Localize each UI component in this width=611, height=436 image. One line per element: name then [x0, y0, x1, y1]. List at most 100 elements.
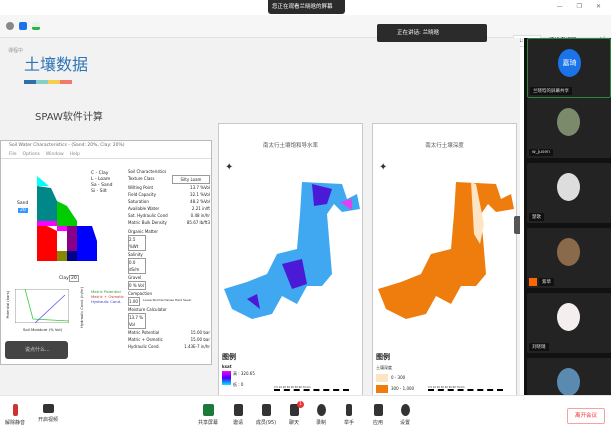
participant-name: 楚歌 — [529, 213, 544, 221]
info-icon[interactable] — [6, 22, 14, 30]
legend-title: 图例 — [222, 353, 236, 361]
apps-icon — [373, 404, 383, 416]
scale-bar: 0 5 10 20 30 40 50 60 70 km — [274, 386, 349, 391]
avatar — [557, 368, 580, 396]
participants-icon — [261, 404, 271, 416]
leave-meeting-button[interactable]: 离开会议 — [567, 408, 605, 424]
scale-bar: 0 5 10 20 30 40 50 60 70 km — [428, 386, 503, 391]
viewing-tip[interactable]: 您正在观看兰晓晗的屏幕 — [268, 0, 345, 14]
compaction-input[interactable]: 1.00 — [128, 297, 140, 306]
bottom-toolbar: 解除静音 开启视频 共享屏幕 邀请 成员(95) 聊天 1 录制 举手 应用 设… — [0, 395, 611, 436]
ksat-region — [224, 182, 360, 319]
participants-button[interactable]: 成员(95) — [251, 404, 281, 426]
organic-matter-input[interactable]: 2.5 %Wt — [128, 235, 146, 251]
menu-file[interactable]: File — [9, 152, 17, 157]
participant-name: 兰晓晗的屏幕共享 — [530, 87, 572, 95]
triangle-legend: C - Clay L - Loam Sa - Sand Si - Silt — [91, 171, 113, 194]
moisture-graph — [15, 289, 69, 323]
map-title: 南太行土壤深度 — [425, 143, 464, 149]
share-screen-icon — [202, 404, 214, 416]
signal-icon[interactable] — [32, 22, 40, 30]
graph-y2label: Hydraulic Cond. (in/hr) — [80, 287, 84, 328]
spaw-title: Soil Water Characteristics - (Sand: 20%,… — [9, 143, 125, 148]
class-swatch — [376, 385, 388, 393]
record-button[interactable]: 录制 — [306, 404, 336, 426]
avatar — [557, 173, 580, 201]
mic-off-icon — [12, 404, 18, 416]
north-arrow-icon: ✦ — [225, 162, 234, 173]
participant-name: 紫草 — [539, 278, 554, 286]
legend-low: 低 : 0 — [233, 382, 244, 387]
chat-button[interactable]: 聊天 — [279, 404, 309, 426]
menu-window[interactable]: Window — [45, 152, 64, 157]
graph-ylabel: Potential (bars) — [6, 291, 10, 319]
ksat-gradient — [222, 371, 231, 385]
color-bars — [24, 80, 72, 84]
apps-button[interactable]: 应用 — [363, 404, 393, 426]
depth-region — [378, 182, 514, 319]
salinity-input[interactable]: 0.0 dS/m — [128, 258, 146, 274]
participant-name: 刘晓璐 — [529, 343, 549, 351]
legend-high: 高 : 320.65 — [233, 371, 255, 376]
menu-help[interactable]: Help — [69, 152, 80, 157]
participant-name: w_jusen — [529, 149, 553, 156]
shield-icon[interactable] — [19, 22, 27, 30]
avatar: 嘉琦 — [558, 49, 581, 77]
class-label: 0 - 300 — [391, 375, 406, 380]
menu-options[interactable]: Options — [22, 152, 40, 157]
avatar — [557, 108, 580, 136]
participant-tile[interactable]: 刘晓璐 — [527, 293, 611, 353]
soil-characteristics: Soil Characteristics Texture Class Silty … — [128, 169, 210, 349]
chat-input[interactable]: 说点什么... — [5, 341, 68, 359]
collapse-panel-handle[interactable] — [514, 216, 520, 234]
spaw-menu: File Options Window Help — [1, 151, 211, 159]
texture-triangle[interactable] — [37, 166, 117, 266]
hand-icon — [346, 404, 352, 416]
participant-panel: 嘉琦 兰晓晗的屏幕共享 w_jusen 楚歌 紫草 刘晓璐 — [524, 38, 611, 396]
legend-field: ksat — [222, 364, 232, 369]
video-off-icon — [42, 404, 54, 413]
spaw-window: Soil Water Characteristics - (Sand: 20%,… — [0, 140, 212, 365]
share-screen-button[interactable]: 共享屏幕 — [193, 404, 223, 426]
title-bar: 您正在观看兰晓晗的屏幕 — ❐ ✕ — [0, 0, 611, 15]
unmute-button[interactable]: 解除静音 — [0, 404, 30, 426]
clay-label: Clay — [59, 276, 69, 281]
participant-tile[interactable]: w_jusen — [527, 98, 611, 158]
participant-tile[interactable]: 紫草 — [527, 228, 611, 288]
meeting-toolbar: 01:38:38 演讲者视图 ⛶ — [0, 15, 611, 47]
moisture-input[interactable]: 13.7 % Vol — [128, 313, 146, 329]
legend-title: 图例 — [376, 353, 390, 361]
north-arrow-icon: ✦ — [379, 162, 388, 173]
class-label: 300 - 1,000 — [391, 386, 415, 391]
chat-icon — [289, 404, 299, 416]
clay-input[interactable]: 20 — [69, 275, 79, 282]
graph-xlabel: Soil Moisture (% Vol) — [23, 327, 63, 332]
window-controls[interactable]: — ❐ ✕ — [556, 3, 607, 10]
raise-hand-button[interactable]: 举手 — [334, 404, 364, 426]
texture-class-select[interactable]: Silty Loam — [172, 175, 210, 184]
participant-tile[interactable]: 嘉琦 兰晓晗的屏幕共享 — [527, 38, 611, 98]
gravel-input[interactable]: 0 % Vol — [128, 281, 146, 290]
gear-icon — [400, 404, 410, 416]
invite-button[interactable]: 邀请 — [223, 404, 253, 426]
ksat-map: 南太行土壤饱和导水率 ✦ 图例 ksat 高 : 320.65 低 : 0 0 … — [218, 123, 363, 395]
shared-screen: 课程中 土壤数据 SPAW软件计算 Soil Water Characteris… — [0, 38, 520, 395]
class-swatch — [376, 374, 388, 382]
speaking-indicator: 正在讲话: 兰晓晗 — [377, 24, 487, 42]
avatar — [557, 303, 580, 331]
chat-badge: 1 — [297, 401, 304, 408]
avatar — [557, 238, 580, 266]
sand-input[interactable]: 20 — [18, 208, 28, 213]
slide-tag: 课程中 — [8, 48, 24, 54]
participant-tile[interactable]: 楚歌 — [527, 163, 611, 223]
slide-subtitle: SPAW软件计算 — [35, 112, 103, 123]
soil-depth-map: 南太行土壤深度 ✦ 图例 土壤深度 0 - 300 300 - 1,000 0 … — [372, 123, 517, 395]
participant-tile[interactable] — [527, 358, 611, 396]
invite-icon — [233, 404, 243, 416]
settings-button[interactable]: 设置 — [390, 404, 420, 426]
legend-field: 土壤深度 — [376, 365, 392, 370]
graph-legend: Matric Potential Matric + Osmotic Hydrauli… — [91, 289, 125, 304]
record-icon — [316, 404, 326, 416]
slide-title: 土壤数据 — [24, 55, 89, 74]
start-video-button[interactable]: 开启视频 — [33, 404, 63, 423]
